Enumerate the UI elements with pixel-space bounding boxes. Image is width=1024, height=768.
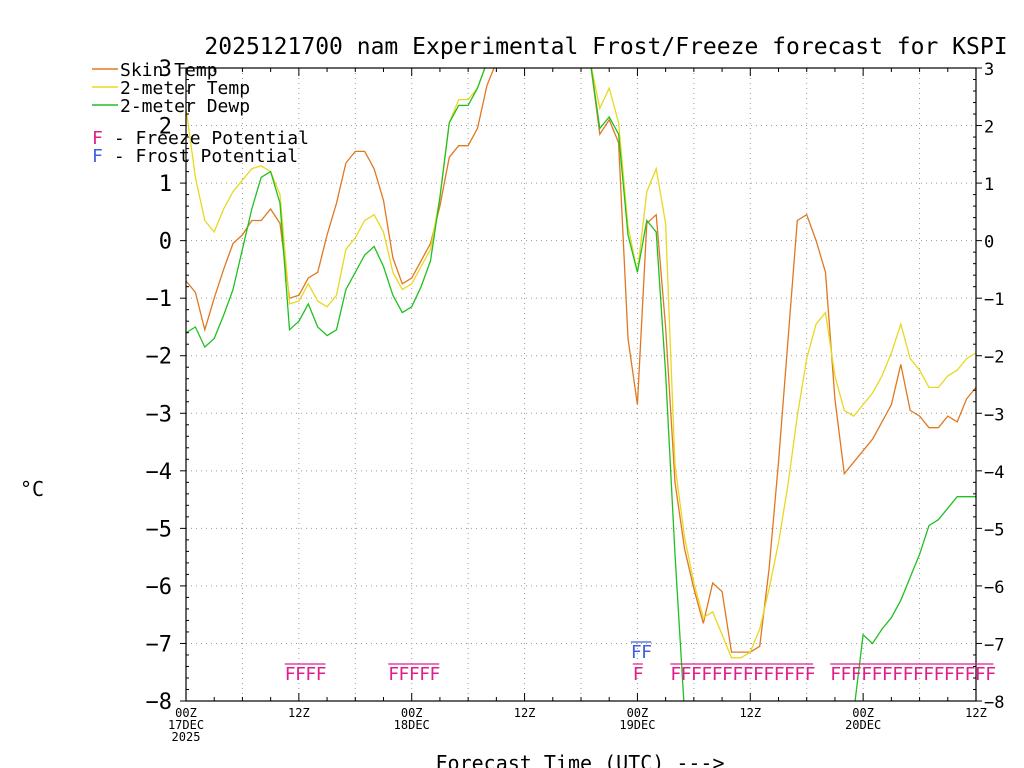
y-tick-label-left: 3 xyxy=(159,57,172,82)
y-tick-label-right: −3 xyxy=(984,405,1004,425)
x-tick-label: 00Z xyxy=(852,706,874,720)
legend: Skin Temp 2-meter Temp 2-meter Dewp F - … xyxy=(92,60,309,167)
y-axis-label: °C xyxy=(20,477,44,501)
y-tick-label-right: 1 xyxy=(984,175,994,195)
y-tick-label-left: −8 xyxy=(146,690,173,715)
x-tick-date: 19DEC xyxy=(619,718,655,732)
y-tick-label-left: −6 xyxy=(146,575,173,600)
legend-freeze-marker: F xyxy=(92,128,103,149)
freeze-potential-marker: F xyxy=(633,664,643,685)
x-tick-date: 18DEC xyxy=(394,718,430,732)
freeze-potential-marker: FFFFFFFFFFFFFFFF xyxy=(830,664,995,685)
legend-label-2m-temp: 2-meter Temp xyxy=(120,78,250,99)
y-tick-label-left: −7 xyxy=(146,632,173,657)
series-2m-dewp xyxy=(186,68,976,701)
y-tick-label-right: 3 xyxy=(984,60,994,80)
x-tick-label: 00Z xyxy=(401,706,423,720)
legend-label-skin-temp: Skin Temp xyxy=(120,60,218,81)
left-axis: −8 −7 −6 −5 −4 −3 −2 −1 0 1 2 3 xyxy=(146,57,189,715)
legend-label-freeze-potential: - Freeze Potential xyxy=(103,128,309,149)
right-axis: −8 −7 −6 −5 −4 −3 −2 −1 0 1 2 3 xyxy=(973,60,1004,713)
y-tick-label-right: 2 xyxy=(984,118,994,138)
series-layer xyxy=(186,68,976,701)
x-tick-label: 12Z xyxy=(514,706,536,720)
chart-title: 2025121700 nam Experimental Frost/Freeze… xyxy=(204,34,1007,60)
x-tick-label: 00Z xyxy=(627,706,649,720)
y-tick-label-right: 0 xyxy=(984,233,994,253)
y-tick-label-left: −2 xyxy=(146,345,173,370)
y-tick-label-left: 0 xyxy=(159,230,172,255)
legend-label-frost-potential: - Frost Potential xyxy=(103,146,298,167)
legend-frost-marker: F xyxy=(92,146,103,167)
y-tick-label-right: −8 xyxy=(984,693,1004,713)
y-tick-label-right: −2 xyxy=(984,348,1004,368)
y-tick-label-left: −5 xyxy=(146,517,173,542)
y-tick-label-right: −6 xyxy=(984,578,1004,598)
legend-label-2m-dewp: 2-meter Dewp xyxy=(120,96,250,117)
y-tick-label-left: −1 xyxy=(146,287,173,312)
series-2m-temp xyxy=(186,68,976,659)
grid xyxy=(186,68,976,701)
freeze-potential-marker: FFFFF xyxy=(388,664,440,685)
y-tick-label-left: 1 xyxy=(159,172,172,197)
y-tick-label-right: −4 xyxy=(984,463,1004,483)
x-tick-label: 12Z xyxy=(965,706,987,720)
x-tick-date: 20DEC xyxy=(845,718,881,732)
freeze-potential-marker: FFFFFFFFFFFFFF xyxy=(670,664,815,685)
x-tick-label: 12Z xyxy=(739,706,761,720)
y-tick-label-right: −5 xyxy=(984,520,1004,540)
x-tick-year: 2025 xyxy=(172,730,201,744)
x-tick-date: 17DEC xyxy=(168,718,204,732)
x-tick-label: 00Z xyxy=(175,706,197,720)
y-tick-label-left: −4 xyxy=(146,460,173,485)
y-tick-label-left: 2 xyxy=(159,115,172,140)
y-tick-label-right: −1 xyxy=(984,290,1004,310)
potential-markers: FFFF FFFFF F FFFFFFFFFFFFFF FFFFFFFFFFFFFFFF… xyxy=(284,641,996,685)
series-skin-temp xyxy=(186,68,976,653)
x-axis-label: Forecast Time (UTC) ---> xyxy=(436,751,725,768)
y-tick-label-left: −3 xyxy=(146,402,173,427)
x-tick-label: 12Z xyxy=(288,706,310,720)
frost-potential-marker: FF xyxy=(631,642,652,663)
y-tick-label-right: −7 xyxy=(984,635,1004,655)
freeze-potential-marker: FFFF xyxy=(285,664,326,685)
